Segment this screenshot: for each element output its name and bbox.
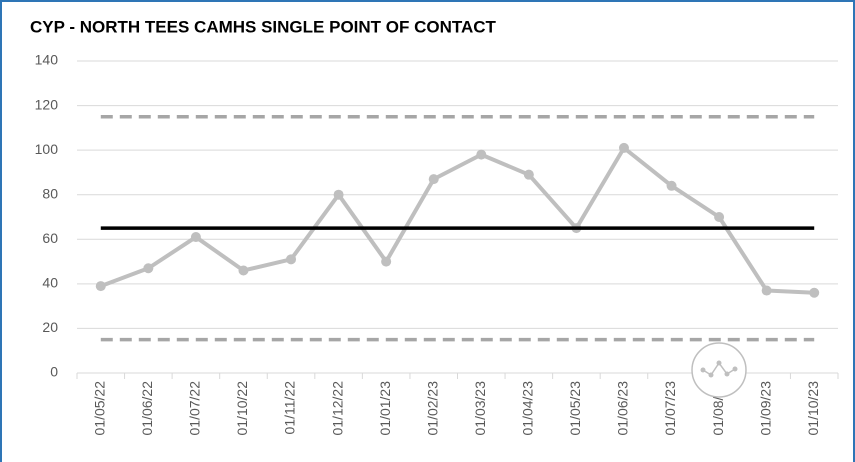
data-point bbox=[809, 287, 820, 298]
data-point bbox=[381, 256, 392, 267]
x-tick-label: 01/10/22 bbox=[234, 381, 250, 436]
x-tick-label: 01/07/23 bbox=[662, 381, 678, 436]
chart-title: CYP - NORTH TEES CAMHS SINGLE POINT OF C… bbox=[30, 17, 497, 36]
data-point bbox=[666, 180, 677, 191]
data-point bbox=[143, 263, 154, 274]
x-tick-label: 01/01/23 bbox=[377, 381, 393, 436]
data-point bbox=[333, 189, 344, 200]
x-tick-label: 01/06/22 bbox=[139, 381, 155, 436]
y-tick-label: 140 bbox=[35, 52, 59, 68]
y-tick-label: 60 bbox=[42, 230, 58, 246]
x-tick-label: 01/10/23 bbox=[805, 381, 821, 436]
x-tick-label: 01/03/23 bbox=[472, 381, 488, 436]
y-tick-label: 40 bbox=[42, 275, 58, 291]
x-tick-label: 01/05/23 bbox=[567, 381, 583, 436]
data-point bbox=[428, 174, 439, 185]
x-tick-label: 01/02/23 bbox=[424, 381, 440, 436]
x-tick-label: 01/04/23 bbox=[520, 381, 536, 436]
x-tick-label: 01/05/22 bbox=[91, 381, 107, 436]
y-tick-label: 0 bbox=[50, 364, 58, 380]
data-point bbox=[523, 169, 534, 180]
y-tick-label: 80 bbox=[42, 185, 58, 201]
sparkline-icon bbox=[691, 342, 747, 398]
data-point bbox=[95, 281, 106, 292]
data-point bbox=[286, 254, 297, 265]
x-tick-label: 01/07/22 bbox=[187, 381, 203, 436]
data-point bbox=[476, 149, 487, 160]
y-tick-label: 120 bbox=[35, 96, 59, 112]
y-tick-label: 20 bbox=[42, 319, 58, 335]
data-point bbox=[190, 232, 201, 243]
x-tick-label: 01/12/22 bbox=[329, 381, 345, 436]
y-tick-label: 100 bbox=[35, 141, 59, 157]
data-point bbox=[714, 212, 725, 222]
x-tick-label: 01/09/23 bbox=[757, 381, 773, 436]
x-tick-label: 01/06/23 bbox=[615, 381, 631, 436]
data-line bbox=[100, 145, 815, 295]
data-point bbox=[238, 265, 249, 276]
x-tick-label: 01/11/22 bbox=[282, 381, 298, 435]
data-point bbox=[761, 285, 772, 296]
data-point bbox=[618, 142, 629, 153]
